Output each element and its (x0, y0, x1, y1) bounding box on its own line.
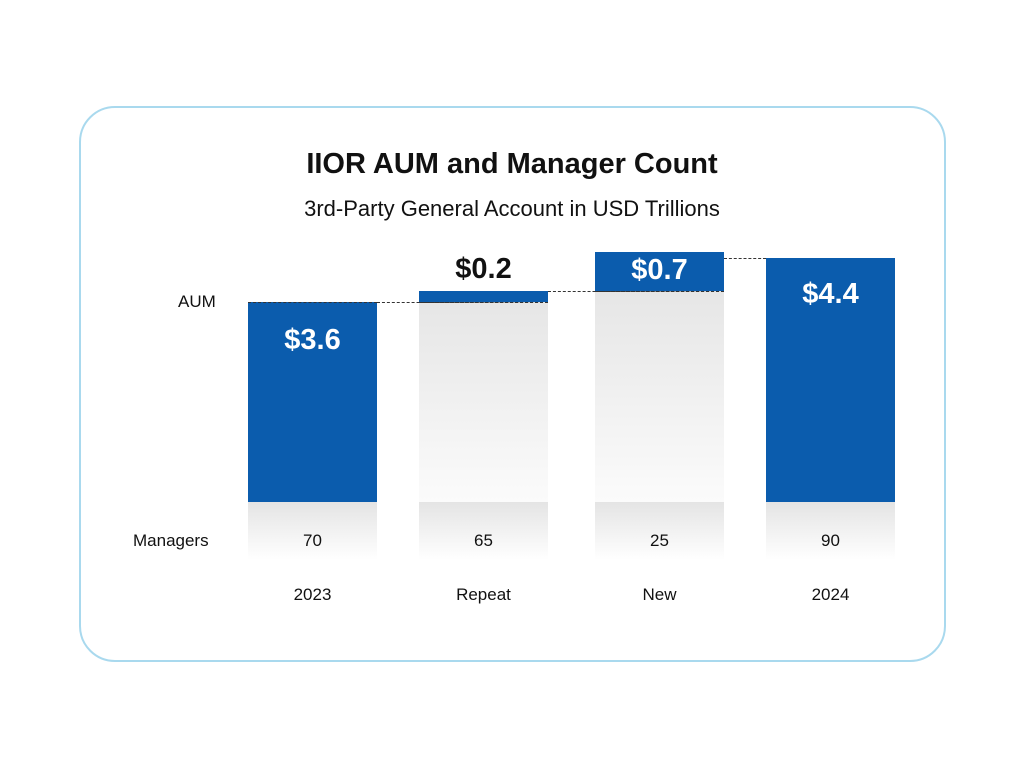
bar-2023 (248, 302, 377, 502)
bar-base-1 (419, 302, 548, 502)
connector-line (595, 290, 724, 292)
category-label: Repeat (456, 585, 511, 604)
connector-line (419, 302, 548, 303)
category-label: New (642, 585, 677, 604)
manager-count: 25 (650, 531, 669, 550)
manager-band-0 (248, 502, 377, 560)
manager-count: 70 (303, 531, 322, 550)
value-label: $0.7 (631, 254, 688, 286)
bar-new (595, 252, 724, 291)
category-label: 2024 (811, 585, 850, 604)
bar-repeat (419, 290, 548, 302)
chart-title: IIOR AUM and Manager Count (306, 148, 718, 180)
y-axis-label: AUM (178, 292, 216, 311)
manager-count: 65 (474, 531, 493, 550)
manager-count: 90 (821, 531, 840, 550)
connector-line (248, 302, 377, 303)
category-label: 2023 (293, 585, 332, 604)
managers-row-label: Managers (133, 531, 209, 550)
manager-band-3 (766, 502, 895, 560)
connector-line (724, 257, 766, 259)
bar-base-2 (595, 290, 724, 502)
chart-card (79, 106, 946, 662)
chart-subtitle: 3rd-Party General Account in USD Trillio… (304, 196, 720, 221)
value-label: $0.2 (455, 252, 512, 285)
value-label: $3.6 (284, 324, 341, 356)
manager-band-2 (595, 502, 724, 560)
value-label: $4.4 (802, 277, 859, 310)
manager-band-1 (419, 502, 548, 560)
bar-2024 (766, 257, 895, 502)
